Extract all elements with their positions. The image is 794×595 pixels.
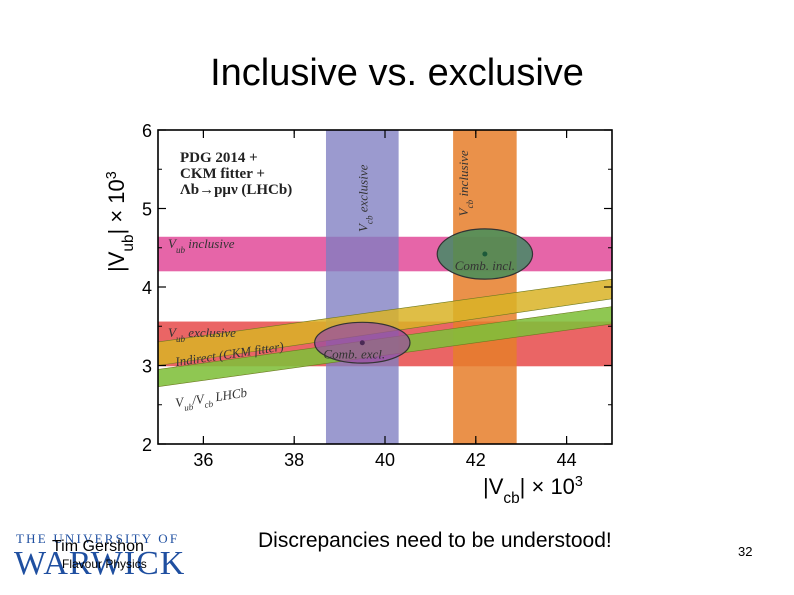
vband-0 <box>325 130 399 444</box>
footer-author: Tim Gershon <box>52 538 144 555</box>
axes: 36 38 40 42 44 2 3 4 5 6 |Vcb| × 103 |Vub| × 103 <box>104 121 612 507</box>
legend-line-2: Λb→pμν (LHCb) <box>180 182 292 198</box>
plot-area: Vub inclusive Vub exclusive Vcb exclusive V… <box>158 130 612 444</box>
y-axis-title: |Vub| × 103 <box>104 171 137 272</box>
xtick-label-44: 44 <box>557 450 577 470</box>
ytick-label-5: 5 <box>142 200 152 220</box>
logo-main-text: WARWICK <box>14 545 185 578</box>
xtick-label-36: 36 <box>193 450 213 470</box>
xtick-label-38: 38 <box>284 450 304 470</box>
hband-label-0: Vub inclusive <box>168 236 235 255</box>
vband-label-0: Vcb exclusive <box>355 164 374 232</box>
xtick-label-40: 40 <box>375 450 395 470</box>
warwick-logo: THE UNIVERSITY OF WARWICK <box>14 530 194 583</box>
legend-line-0: PDG 2014 + <box>180 150 258 166</box>
footer-subject: Flavour Physics <box>62 557 147 571</box>
ytick-label-2: 2 <box>142 435 152 455</box>
page-number: 32 <box>738 544 753 559</box>
legend-line-1: CKM fitter + <box>180 166 265 182</box>
ytick-label-6: 6 <box>142 121 152 141</box>
hband-label-1: Vub exclusive <box>168 325 236 344</box>
sloped-label-1: Vub/Vcb LHCb <box>174 385 249 414</box>
vband-label-1: Vcb inclusive <box>456 150 475 216</box>
slide-title: Inclusive vs. exclusive <box>210 52 584 94</box>
legend: PDG 2014 +CKM fitter +Λb→pμν (LHCb) <box>180 150 292 198</box>
vband-1 <box>453 130 517 444</box>
slide-message: Discrepancies need to be understood! <box>258 529 612 552</box>
logo-top-text: THE UNIVERSITY OF <box>16 531 179 546</box>
ytick-label-3: 3 <box>142 357 152 377</box>
ytick-label-4: 4 <box>142 278 152 298</box>
ellipse-label-0: Comb. incl. <box>455 258 515 273</box>
xtick-label-42: 42 <box>466 450 486 470</box>
sloped-band-0 <box>158 278 612 366</box>
x-axis-title: |Vcb| × 103 <box>483 474 583 507</box>
ellipse-label-1: Comb. excl. <box>323 347 385 362</box>
ellipse-center-0 <box>482 251 488 257</box>
ellipse-center-1 <box>359 340 365 346</box>
